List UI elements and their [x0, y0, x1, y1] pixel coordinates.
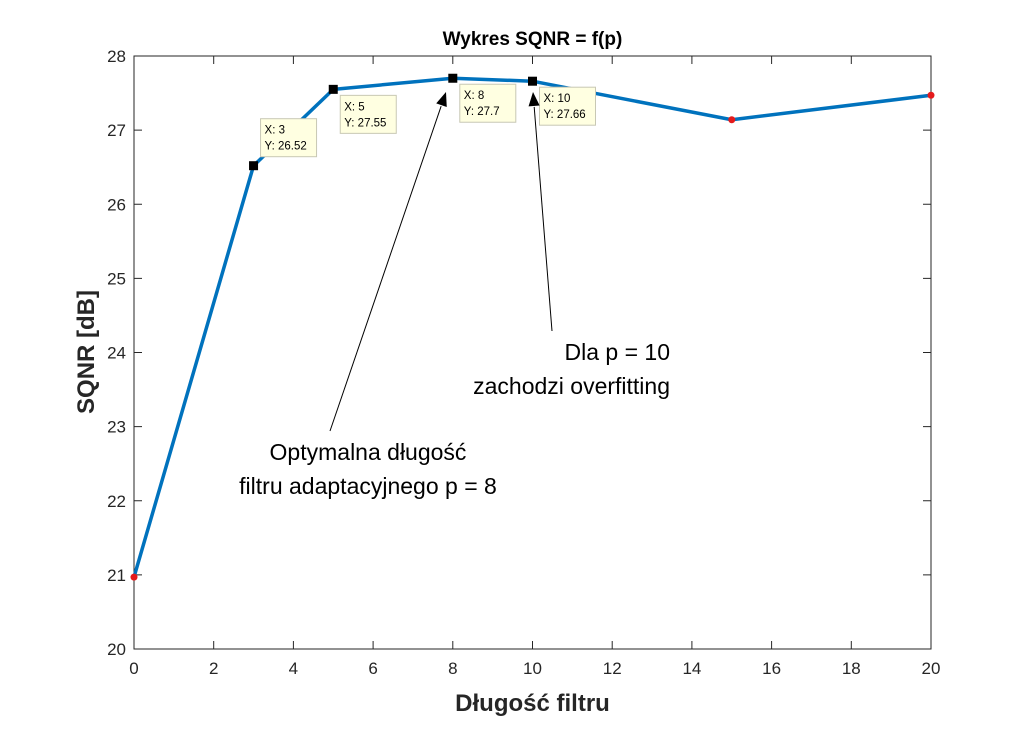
- x-tick-label: 10: [523, 659, 542, 678]
- annotation-arrow-shaft: [329, 106, 442, 432]
- y-tick-label: 20: [107, 640, 126, 659]
- y-tick-label: 28: [107, 47, 126, 66]
- datatip-marker: [528, 76, 537, 86]
- y-tick-label: 26: [107, 195, 126, 214]
- x-tick-label: 16: [762, 659, 781, 678]
- annotation-text: Optymalna długość: [270, 439, 467, 465]
- annotation-text: Dla p = 10: [565, 339, 671, 365]
- datatip-box: [339, 94, 397, 134]
- datatip-marker: [328, 84, 338, 94]
- datatip-8: X: 8 Y: 27.7: [459, 83, 517, 123]
- datatip-x-label: X: 10: [544, 93, 571, 105]
- datatip-marker: [448, 73, 458, 83]
- data-point-marker: [130, 573, 138, 581]
- datatip-x-label: X: 8: [464, 90, 484, 102]
- chart-title: Wykres SQNR = f(p): [443, 29, 623, 50]
- y-tick-label: 27: [107, 121, 126, 140]
- datatip-marker: [249, 161, 259, 171]
- x-tick-label: 12: [603, 659, 622, 678]
- datatip-3: X: 3 Y: 26.52: [260, 118, 318, 158]
- x-tick-label: 8: [448, 659, 457, 678]
- datatip-y-label: Y: 27.55: [344, 117, 386, 129]
- annotation-0: Optymalna długość filtru adaptacyjnego p …: [239, 92, 497, 499]
- annotation-text: zachodzi overfitting: [473, 373, 670, 399]
- x-tick-label: 2: [209, 659, 218, 678]
- datatip-box: [459, 83, 517, 123]
- x-tick-label: 4: [289, 659, 298, 678]
- x-tick-label: 20: [922, 659, 941, 678]
- plot-area: [134, 56, 931, 649]
- x-tick-label: 6: [368, 659, 377, 678]
- datatip-5: X: 5 Y: 27.55: [339, 94, 397, 134]
- datatip-y-label: Y: 26.52: [265, 141, 307, 153]
- y-tick-label: 22: [107, 492, 126, 511]
- data-point-marker: [728, 116, 736, 124]
- x-tick-label: 18: [842, 659, 861, 678]
- y-tick-label: 21: [107, 566, 126, 585]
- annotation-arrow-shaft: [533, 106, 553, 332]
- annotation-text: filtru adaptacyjnego p = 8: [239, 473, 497, 499]
- datatip-box: [539, 86, 596, 126]
- x-axis-title: Długość filtru: [455, 690, 610, 717]
- datatip-x-label: X: 3: [265, 125, 285, 137]
- datatip-x-label: X: 5: [344, 101, 364, 113]
- annotation-1: Dla p = 10 zachodzi overfitting: [473, 92, 670, 399]
- datatip-y-label: Y: 27.7: [464, 106, 500, 118]
- datatip-box: [260, 118, 318, 158]
- datatip-10: X: 10 Y: 27.66: [539, 86, 596, 126]
- annotation-arrow-head: [528, 92, 540, 107]
- x-tick-label: 0: [129, 659, 138, 678]
- y-axis-title: SQNR [dB]: [73, 290, 100, 414]
- y-tick-label: 25: [107, 269, 126, 288]
- datatip-y-label: Y: 27.66: [544, 109, 586, 121]
- y-tick-label: 23: [107, 418, 126, 437]
- annotation-arrow-head: [436, 92, 447, 107]
- data-point-marker: [927, 91, 935, 99]
- y-tick-label: 24: [107, 344, 126, 363]
- x-tick-label: 14: [682, 659, 701, 678]
